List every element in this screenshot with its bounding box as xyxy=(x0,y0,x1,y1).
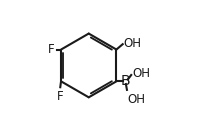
Text: OH: OH xyxy=(124,37,142,50)
Text: F: F xyxy=(48,43,55,56)
Text: OH: OH xyxy=(132,67,150,80)
Text: OH: OH xyxy=(128,93,146,106)
Text: B: B xyxy=(121,74,131,88)
Text: F: F xyxy=(57,90,63,103)
